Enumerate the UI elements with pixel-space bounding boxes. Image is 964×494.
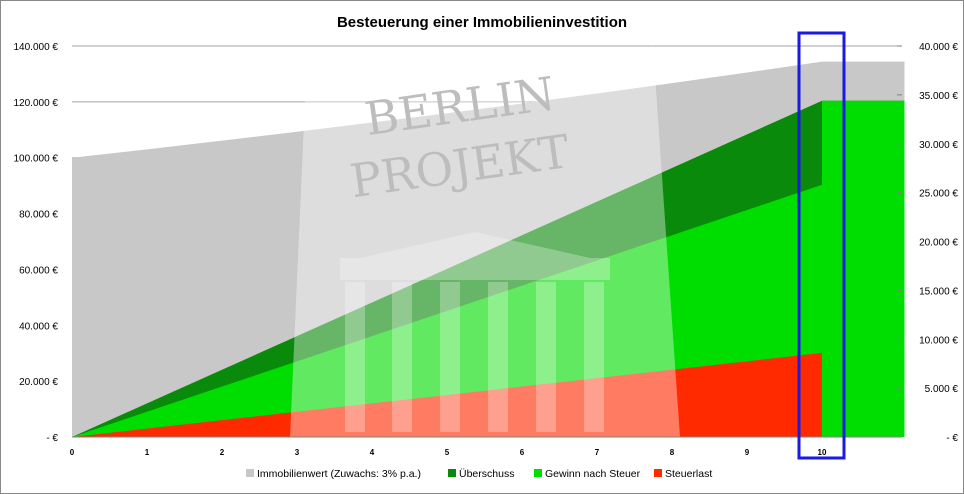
legend-swatch: [246, 469, 254, 477]
x-tick-label: 6: [520, 448, 525, 457]
y-right-tick-label: 30.000 €: [919, 140, 958, 151]
series-area-steuerlast: [72, 352, 822, 437]
y-right-tick-label: 25.000 €: [919, 189, 958, 200]
highlight: [797, 31, 846, 460]
y-left-tick-label: - €: [46, 433, 58, 444]
legend-label: Überschuss: [459, 468, 514, 480]
y-right-tick-label: 5.000 €: [925, 384, 959, 395]
y-right-tick-label: 20.000 €: [919, 238, 958, 249]
series-area-gewinn-nach-steuer: [72, 100, 905, 438]
legend-swatch: [534, 469, 542, 477]
x-tick-label: 0: [70, 448, 75, 457]
y-left-tick-label: 80.000 €: [19, 210, 58, 221]
y-left-tick-label: 20.000 €: [19, 377, 58, 388]
x-tick-label: 9: [745, 448, 750, 457]
x-tick-label: 4: [370, 448, 375, 457]
x-tick-label: 10: [818, 448, 827, 457]
y-right-tick-label: 15.000 €: [919, 286, 958, 297]
y-right-tick-label: - €: [946, 433, 958, 444]
x-tick-label: 7: [595, 448, 600, 457]
legend-swatch: [654, 469, 662, 477]
y-left-tick-label: 40.000 €: [19, 321, 58, 332]
legend-label: Immobilienwert (Zuwachs: 3% p.a.): [257, 468, 421, 480]
legend-swatch: [448, 469, 456, 477]
x-tick-label: 3: [295, 448, 300, 457]
watermark-gate-icon: [340, 232, 610, 432]
axes: - € 20.000 € 40.000 € 60.000 € 80.000 € 100.0…: [14, 42, 959, 457]
legend: Immobilienwert (Zuwachs: 3% p.a.) Übersch…: [246, 468, 712, 480]
x-tick-label: 8: [670, 448, 675, 457]
x-tick-label: 5: [445, 448, 450, 457]
y-left-tick-label: 100.000 €: [14, 154, 59, 165]
y-right-tick-label: 10.000 €: [919, 335, 958, 346]
watermark-panel: [290, 46, 680, 437]
x-tick-label: 2: [220, 448, 225, 457]
legend-label: Steuerlast: [665, 468, 712, 480]
highlight-box: [797, 31, 846, 460]
legend-label: Gewinn nach Steuer: [545, 468, 641, 480]
y-right-tick-label: 35.000 €: [919, 91, 958, 102]
x-tick-label: 1: [145, 448, 150, 457]
plot-area: [72, 61, 905, 438]
y-left-tick-label: 120.000 €: [14, 98, 59, 109]
y-right-tick-label: 40.000 €: [919, 42, 958, 53]
y-left-tick-label: 140.000 €: [14, 42, 59, 53]
y-left-tick-label: 60.000 €: [19, 265, 58, 276]
chart-title: Besteuerung einer Immobilieninvestition: [337, 14, 627, 31]
